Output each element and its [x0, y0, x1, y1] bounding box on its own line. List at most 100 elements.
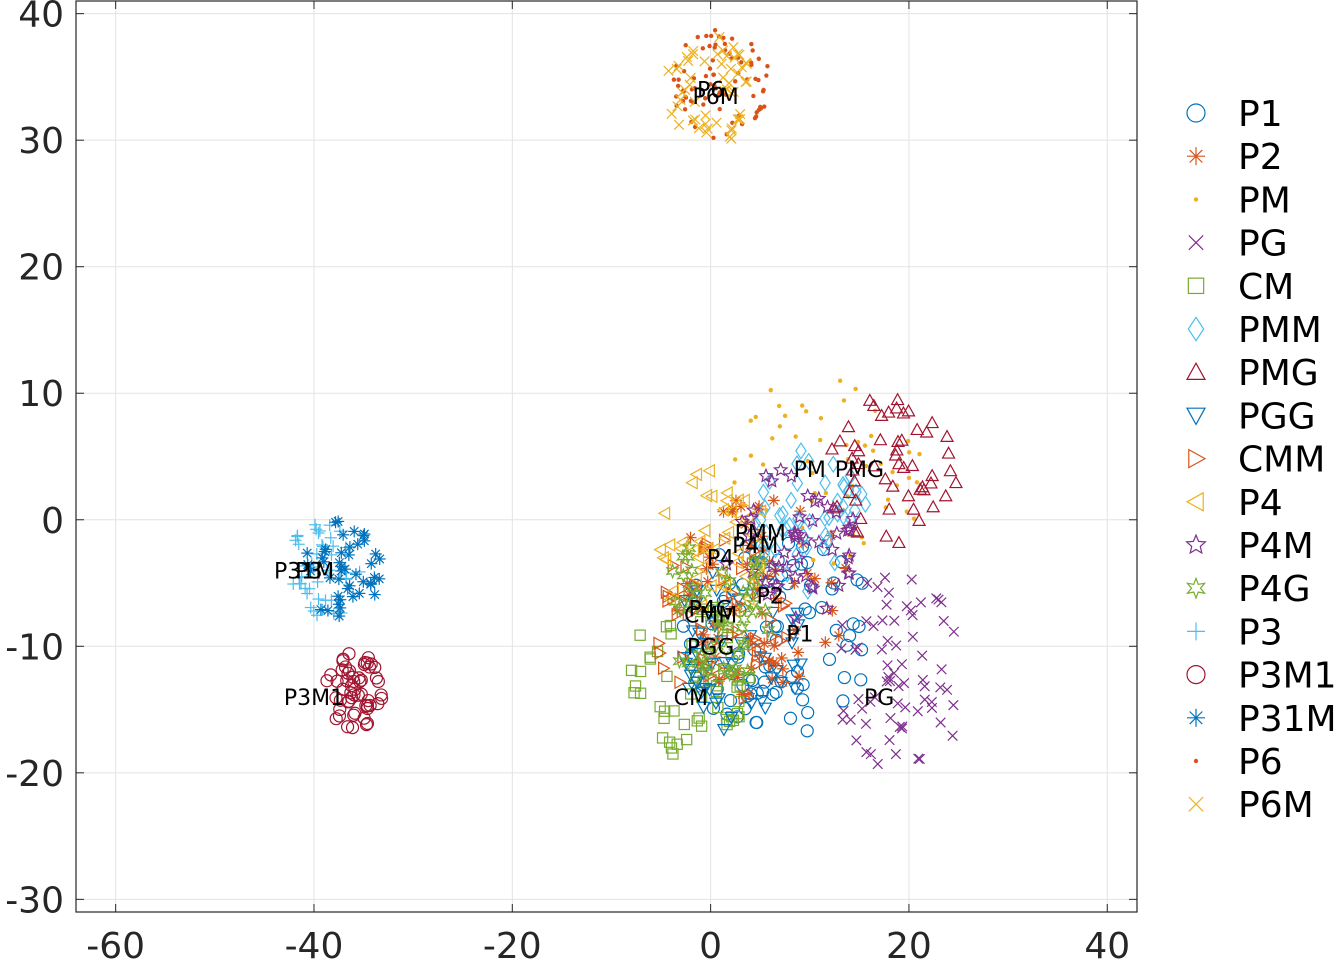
legend-label: P4M — [1238, 526, 1314, 567]
data-point — [841, 519, 858, 534]
data-point — [716, 659, 732, 677]
data-point — [757, 537, 770, 556]
data-point — [842, 485, 857, 499]
data-point — [832, 433, 847, 447]
data-point — [850, 573, 864, 587]
data-point — [705, 636, 718, 651]
data-point — [711, 661, 724, 676]
data-point — [663, 592, 676, 607]
data-point — [787, 529, 804, 544]
data-point — [679, 84, 691, 96]
data-point — [776, 403, 782, 409]
data-point — [832, 629, 845, 642]
data-point — [925, 468, 940, 482]
data-point — [941, 446, 956, 459]
data-point — [711, 135, 716, 141]
data-point — [848, 493, 863, 506]
data-point — [872, 758, 883, 770]
data-point — [876, 644, 888, 655]
data-point — [364, 657, 378, 671]
data-point — [894, 433, 909, 446]
data-point — [787, 682, 803, 696]
data-point — [830, 499, 845, 512]
data-point — [702, 463, 715, 478]
data-point — [724, 711, 739, 725]
data-point — [822, 652, 837, 667]
data-point — [710, 58, 715, 63]
data-point — [856, 485, 868, 504]
data-point — [760, 462, 766, 467]
data-point — [333, 610, 346, 623]
data-point — [683, 637, 698, 651]
data-point — [923, 475, 938, 489]
axes-box — [75, 0, 1138, 913]
legend-item: P6M — [1188, 785, 1314, 826]
data-point — [327, 607, 340, 620]
legend-marker — [1187, 277, 1205, 295]
data-point — [693, 712, 705, 724]
cluster-label: PMM — [735, 521, 786, 546]
data-point — [753, 114, 759, 119]
x-tick-label: 40 — [1084, 926, 1130, 964]
cluster-label: CM — [674, 686, 708, 711]
data-point — [758, 702, 773, 716]
data-point — [841, 398, 847, 403]
data-point — [794, 557, 809, 571]
data-point — [948, 699, 959, 711]
data-point — [947, 730, 958, 742]
data-point — [714, 635, 729, 648]
legend-label: P2 — [1238, 137, 1283, 178]
data-point — [685, 475, 698, 490]
data-point — [815, 600, 829, 615]
data-point — [718, 85, 730, 96]
data-point — [905, 458, 920, 472]
data-point — [704, 33, 709, 39]
cluster-label: P1 — [786, 623, 813, 648]
data-point — [695, 34, 700, 40]
data-point — [916, 650, 928, 661]
data-point — [852, 619, 866, 634]
data-point — [793, 434, 798, 439]
legend-label: P4G — [1238, 569, 1311, 610]
data-point — [793, 658, 809, 672]
cluster-label: P2 — [756, 585, 783, 610]
data-point — [870, 448, 876, 453]
data-point — [853, 693, 864, 705]
data-point — [662, 589, 676, 604]
data-point — [337, 528, 350, 541]
legend-item: P2 — [1187, 137, 1283, 178]
series-p31m — [301, 515, 386, 623]
data-point — [656, 732, 669, 744]
data-point — [323, 571, 336, 584]
data-point — [898, 677, 910, 689]
data-point — [829, 623, 843, 638]
data-point — [906, 574, 917, 585]
data-point — [840, 565, 857, 580]
data-point — [850, 483, 862, 502]
legend-label: P3 — [1238, 612, 1283, 653]
data-point — [359, 717, 374, 732]
data-point — [866, 398, 881, 412]
data-point — [749, 62, 754, 68]
data-point — [348, 525, 361, 538]
data-point — [811, 557, 816, 563]
data-point — [717, 531, 731, 546]
data-point — [673, 60, 684, 72]
data-point — [701, 102, 706, 107]
data-point — [746, 595, 761, 613]
data-point — [340, 720, 355, 734]
data-point — [731, 546, 744, 561]
data-point — [919, 680, 930, 692]
legend-label: CM — [1238, 267, 1294, 308]
data-point — [917, 451, 922, 457]
data-point — [777, 598, 791, 613]
legend: P1P2PMPGCMPMMPMGPGGCMMP4P4MP4GP3P3M1P31M… — [1185, 94, 1337, 826]
legend-item: P6 — [1193, 742, 1283, 783]
data-point — [935, 717, 946, 728]
data-point — [707, 542, 720, 557]
data-point — [697, 675, 709, 687]
data-point — [353, 587, 366, 600]
legend-item: P4M — [1185, 526, 1314, 567]
data-point — [685, 625, 700, 638]
